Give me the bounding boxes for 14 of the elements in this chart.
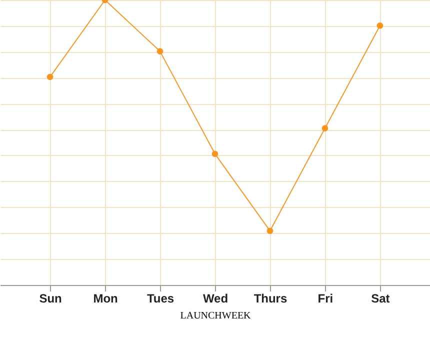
- x-tick-label: Sat: [371, 292, 390, 306]
- point: [212, 150, 218, 158]
- x-tick-label: Fri: [318, 292, 334, 306]
- point: [322, 125, 328, 132]
- point: [266, 228, 274, 234]
- point: [376, 22, 384, 29]
- point: [46, 74, 54, 80]
- x-tick-label: Sun: [39, 292, 62, 306]
- point: [156, 48, 164, 54]
- x-tick-label: Thurs: [254, 292, 288, 306]
- x-tick-label: Tues: [146, 292, 174, 306]
- x-tick-label: Mon: [93, 292, 118, 306]
- x-axis-title: LAUNCHWEEK: [180, 310, 252, 322]
- x-tick-label: Wed: [202, 292, 228, 306]
